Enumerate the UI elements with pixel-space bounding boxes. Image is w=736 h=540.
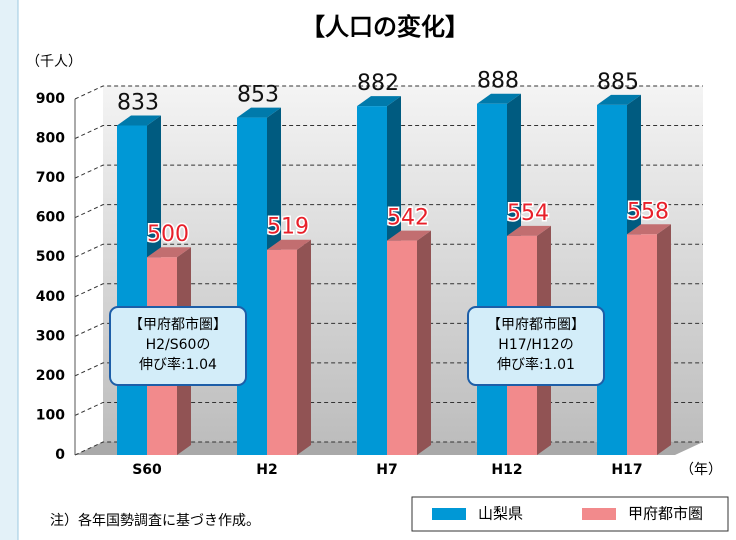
y-tick-label: 0 xyxy=(55,447,65,463)
annotation-text: 伸び率:1.04 xyxy=(139,356,217,373)
y-tick-label: 200 xyxy=(36,368,65,384)
bar-top xyxy=(267,239,311,250)
bar-top xyxy=(237,107,281,118)
bar-front xyxy=(597,104,627,455)
bar-top xyxy=(597,94,641,105)
y-tick-label: 600 xyxy=(36,210,65,226)
value-label: 500 xyxy=(147,222,189,247)
bar-top xyxy=(507,225,551,236)
value-label: 558 xyxy=(627,199,669,224)
x-tick-label: S60 xyxy=(132,462,162,478)
bar-top xyxy=(357,96,401,107)
side-strip xyxy=(0,0,18,540)
value-label: 888 xyxy=(477,69,519,94)
y-tick-label: 300 xyxy=(36,328,65,344)
bar-side xyxy=(657,224,671,455)
annotation-text: H17/H12の xyxy=(498,337,573,353)
legend-label: 甲府都市圏 xyxy=(628,505,703,523)
bar xyxy=(267,239,311,455)
bar-front xyxy=(117,125,147,455)
bar-top xyxy=(627,224,671,235)
value-label: 885 xyxy=(597,70,639,95)
legend-swatch xyxy=(432,508,466,520)
y-tick-label: 700 xyxy=(36,170,65,186)
y-tick-label: 400 xyxy=(36,289,65,305)
x-tick-label: H7 xyxy=(376,462,397,478)
annotation-text: 【甲府都市圏】 xyxy=(129,316,227,333)
bar-top xyxy=(147,247,191,258)
bar-front xyxy=(237,117,267,455)
bar-front xyxy=(387,240,417,455)
bar-top xyxy=(117,115,161,126)
legend-label: 山梨県 xyxy=(478,505,523,523)
value-label: 833 xyxy=(117,91,159,116)
bar xyxy=(627,224,671,455)
bar-front xyxy=(267,249,297,455)
value-label: 554 xyxy=(507,201,549,226)
bar-top xyxy=(477,93,521,104)
bar-front xyxy=(357,106,387,456)
x-tick-label: H12 xyxy=(491,462,522,478)
bar-side xyxy=(297,239,311,455)
y-tick-label: 100 xyxy=(36,407,65,423)
annotation-text: 【甲府都市圏】 xyxy=(487,316,585,333)
value-label: 542 xyxy=(387,206,429,231)
bar-front xyxy=(627,234,657,455)
note: 注）各年国勢調査に基づき作成。 xyxy=(50,512,260,529)
annotation-box xyxy=(109,306,247,386)
bar xyxy=(387,230,431,455)
chart-title: 【人口の変化】 xyxy=(301,13,469,41)
value-label: 519 xyxy=(267,215,309,240)
value-label: 853 xyxy=(237,83,279,108)
bar-front xyxy=(477,103,507,455)
bar-side xyxy=(417,230,431,455)
annotation-text: H2/S60の xyxy=(146,337,211,353)
x-tick-label: H2 xyxy=(256,462,277,478)
legend-swatch xyxy=(582,508,616,520)
y-tick-label: 900 xyxy=(36,91,65,107)
x-tick-label: H17 xyxy=(611,462,642,478)
y-tick-label: 800 xyxy=(36,131,65,147)
x-axis-label: （年） xyxy=(680,462,722,478)
bar-top xyxy=(387,230,431,241)
annotation-text: 伸び率:1.01 xyxy=(497,356,575,373)
annotation-box xyxy=(467,306,605,386)
value-label: 882 xyxy=(357,71,399,96)
grid-line xyxy=(74,85,703,100)
y-tick-label: 500 xyxy=(36,249,65,265)
y-axis-label: （千人） xyxy=(26,54,82,70)
